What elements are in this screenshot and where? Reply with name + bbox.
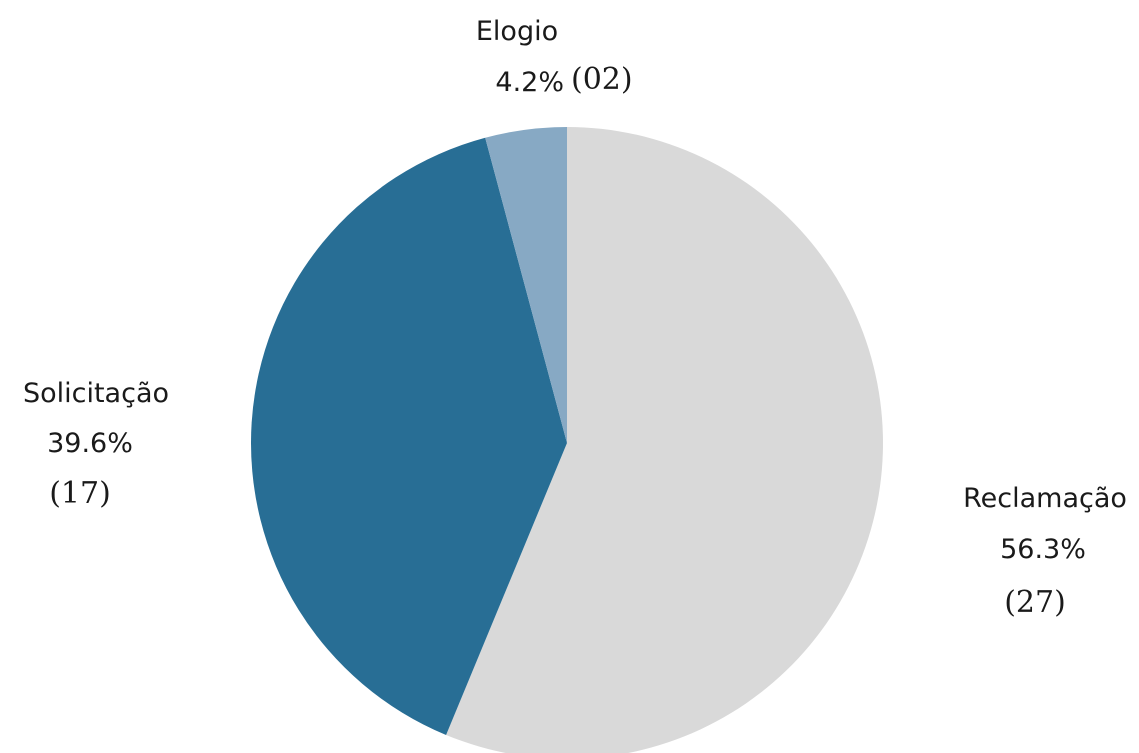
label-solicitacao-count: (17) (49, 476, 111, 511)
label-solicitacao: Solicitação 39.6% (17) (23, 378, 169, 511)
label-reclamacao: Reclamação 56.3% (27) (963, 483, 1127, 620)
slice-elogio (485, 127, 567, 443)
label-reclamacao-percent: 56.3% (1000, 534, 1086, 565)
label-elogio: Elogio 4.2% (02) (476, 16, 633, 98)
label-reclamacao-count: (27) (1004, 585, 1066, 620)
label-solicitacao-name: Solicitação (23, 378, 169, 409)
slice-reclamacao (446, 127, 883, 753)
pie-slices (250, 127, 883, 753)
slice-solicitacao (250, 137, 567, 735)
label-elogio-count: (02) (571, 62, 633, 97)
label-elogio-percent: 4.2% (495, 67, 564, 98)
label-elogio-name: Elogio (476, 16, 558, 47)
label-reclamacao-name: Reclamação (963, 483, 1127, 514)
label-solicitacao-percent: 39.6% (47, 428, 133, 459)
